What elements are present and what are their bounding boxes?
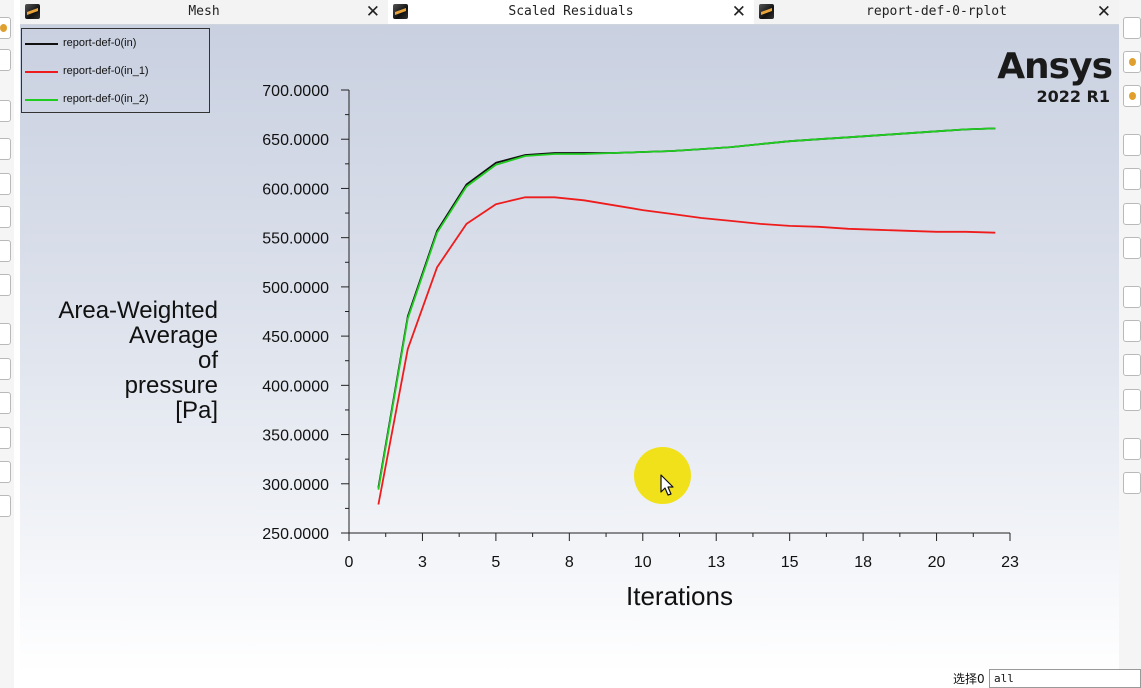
- legend-label: report-def-0(in_2): [63, 93, 149, 105]
- y-tick-label: 250.0000: [262, 526, 329, 543]
- close-icon[interactable]: ✕: [1096, 2, 1111, 22]
- legend-item: report-def-0(in_2): [22, 93, 209, 107]
- close-icon[interactable]: ✕: [731, 2, 746, 22]
- x-tick-label: 3: [418, 554, 427, 571]
- legend-label: report-def-0(in_1): [63, 65, 149, 77]
- tab-report-plot[interactable]: report-def-0-rplot ✕: [754, 0, 1119, 24]
- ansys-logo: Ansys 2022 R1: [990, 46, 1113, 110]
- legend-label: report-def-0(in): [63, 37, 137, 49]
- y-tick-label: 600.0000: [262, 181, 329, 198]
- zoom-box-icon[interactable]: [0, 240, 11, 262]
- x-tick-label: 18: [854, 554, 872, 571]
- y-tick-label: 550.0000: [262, 231, 329, 248]
- y-axis-title: Area-Weighted Average of pressure [Pa]: [20, 298, 218, 423]
- x-tick-label: 5: [491, 554, 500, 571]
- y-axis-title-line: [Pa]: [175, 397, 218, 424]
- measure-icon[interactable]: [0, 358, 11, 380]
- legend-swatch: [25, 99, 58, 101]
- y-tick-label: 700.0000: [262, 83, 329, 100]
- x-tick-label: 15: [781, 554, 799, 571]
- window-icon[interactable]: [0, 49, 11, 71]
- tab-scaled-residuals[interactable]: Scaled Residuals ✕: [388, 0, 754, 24]
- y-tick-label: 450.0000: [262, 329, 329, 346]
- ruler-icon[interactable]: [0, 461, 11, 483]
- x-tick-label: 13: [707, 554, 725, 571]
- x-tick-label: 23: [1001, 554, 1019, 571]
- y-axis-title-line: Average: [129, 322, 218, 349]
- legend-swatch: [25, 71, 58, 73]
- y-tick-label: 300.0000: [262, 477, 329, 494]
- legend-item: report-def-0(in): [22, 37, 209, 51]
- select-icon[interactable]: [0, 100, 11, 122]
- series-line-report-def-0(in_2): [377, 127, 996, 490]
- y-tick-label: 500.0000: [262, 280, 329, 297]
- annotate-icon[interactable]: [0, 392, 11, 414]
- y-tick-label: 400.0000: [262, 378, 329, 395]
- tab-label: report-def-0-rplot: [866, 4, 1007, 19]
- copy-icon[interactable]: [0, 495, 11, 517]
- close-icon[interactable]: ✕: [365, 2, 380, 22]
- fit-icon[interactable]: [0, 274, 11, 296]
- mouse-cursor-icon: [660, 474, 674, 496]
- cursor-highlight: [634, 447, 691, 504]
- pan-icon[interactable]: [0, 173, 11, 195]
- y-tick-label: 350.0000: [262, 428, 329, 445]
- selection-input[interactable]: all: [989, 669, 1141, 688]
- fluent-graphics-icon: [759, 4, 774, 19]
- zoom-icon[interactable]: [0, 206, 11, 228]
- display-icon[interactable]: [0, 17, 11, 39]
- fluent-graphics-icon: [25, 4, 40, 19]
- probe-icon[interactable]: [0, 323, 11, 345]
- tab-mesh[interactable]: Mesh ✕: [20, 0, 388, 24]
- x-tick-label: 0: [345, 554, 354, 571]
- series-line-report-def-0(in_1): [377, 196, 996, 505]
- graphics-window[interactable]: [20, 25, 1119, 673]
- logo-version: 2022 R1: [1036, 87, 1110, 106]
- legend-item: report-def-0(in_1): [22, 65, 209, 79]
- x-tick-label: 8: [565, 554, 574, 571]
- y-axis-title-line: Area-Weighted: [58, 297, 218, 324]
- rotate-icon[interactable]: [0, 138, 11, 160]
- right-toolbar: [1119, 0, 1141, 688]
- x-tick-label: 20: [928, 554, 946, 571]
- highlight-icon[interactable]: [0, 427, 11, 449]
- plot-legend: report-def-0(in) report-def-0(in_1) repo…: [21, 28, 210, 113]
- fluent-graphics-icon: [393, 4, 408, 19]
- left-toolbar: [0, 0, 14, 688]
- legend-swatch: [25, 43, 58, 45]
- x-axis-title: Iterations: [626, 581, 733, 611]
- selection-label: 选择0: [953, 672, 985, 686]
- x-tick-label: 10: [634, 554, 652, 571]
- tab-label: Mesh: [188, 4, 220, 19]
- tab-label: Scaled Residuals: [508, 4, 634, 19]
- logo-brand: Ansys: [997, 46, 1113, 87]
- y-axis-title-line: pressure: [124, 372, 218, 399]
- y-tick-label: 650.0000: [262, 132, 329, 149]
- y-axis-title-line: of: [197, 347, 218, 374]
